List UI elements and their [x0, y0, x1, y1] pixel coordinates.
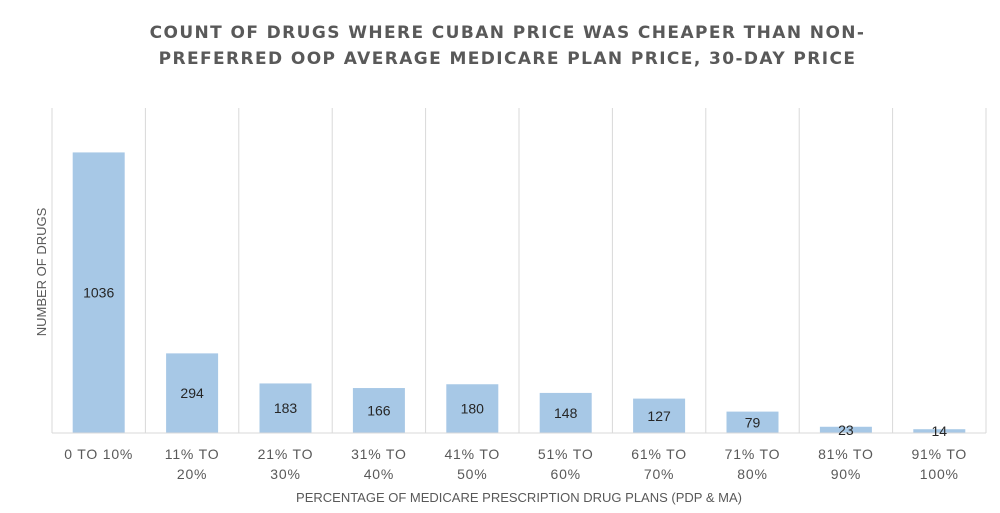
- x-tick-label-line: 100%: [920, 466, 959, 482]
- x-tick-label-line: 0 TO 10%: [64, 446, 133, 462]
- x-tick-label: 81% TO 90%: [818, 446, 874, 482]
- bar: [446, 384, 499, 433]
- x-tick-label: 0 TO 10%: [64, 446, 133, 462]
- x-tick-label-line: 71% TO: [725, 446, 781, 462]
- x-tick-label-line: 80%: [737, 466, 767, 482]
- x-tick-label-line: 61% TO: [631, 446, 687, 462]
- data-label: 294: [180, 385, 204, 401]
- x-tick-label-line: 21% TO: [258, 446, 314, 462]
- data-label: 166: [367, 403, 391, 419]
- data-labels: 1036 294 183 166 180 148 127 79 23 14: [83, 285, 947, 439]
- data-label: 127: [647, 408, 671, 424]
- data-label: 79: [745, 414, 761, 430]
- x-tick-label-line: 60%: [550, 466, 580, 482]
- gridlines: [51, 108, 987, 433]
- x-tick-label-line: 30%: [270, 466, 300, 482]
- x-tick-label-line: 81% TO: [818, 446, 874, 462]
- bar: [819, 426, 872, 433]
- data-label: 23: [838, 422, 854, 438]
- bar: [633, 398, 686, 433]
- data-label: 14: [932, 423, 948, 439]
- x-tick-label-line: 91% TO: [911, 446, 967, 462]
- bar: [913, 429, 966, 433]
- x-tick-label-line: 90%: [831, 466, 861, 482]
- bar: [726, 411, 779, 433]
- x-tick-label-line: 20%: [177, 466, 207, 482]
- bar: [259, 383, 312, 433]
- data-label: 1036: [83, 285, 114, 301]
- bar: [166, 353, 219, 433]
- x-tick-label-line: 31% TO: [351, 446, 407, 462]
- x-tick-label: 11% TO 20%: [165, 446, 220, 482]
- x-tick-label-line: 41% TO: [444, 446, 500, 462]
- x-tick-label-line: 51% TO: [538, 446, 594, 462]
- x-tick-label-line: 11% TO: [165, 446, 220, 462]
- x-tick-label: 41% TO 50%: [444, 446, 500, 482]
- x-tick-label-line: 70%: [644, 466, 674, 482]
- x-tick-label: 71% TO 80%: [725, 446, 781, 482]
- data-label: 148: [554, 405, 578, 421]
- bar: [539, 392, 592, 433]
- chart-title: COUNT OF DRUGS WHERE CUBAN PRICE WAS CHE…: [149, 23, 866, 69]
- x-tick-label: 91% TO 100%: [911, 446, 967, 482]
- data-label: 183: [274, 400, 298, 416]
- x-tick-label-line: 50%: [457, 466, 487, 482]
- x-tick-labels: 0 TO 10% 11% TO 20% 21% TO 30% 31% TO 40% 41% T…: [64, 446, 967, 482]
- y-axis-label: NUMBER OF DRUGS: [34, 207, 49, 336]
- bar: [72, 152, 125, 433]
- x-tick-label: 21% TO 30%: [258, 446, 314, 482]
- bar: [352, 388, 405, 433]
- x-tick-label: 31% TO 40%: [351, 446, 407, 482]
- x-tick-label-line: 40%: [364, 466, 394, 482]
- bars: [72, 152, 966, 433]
- data-label: 180: [461, 401, 485, 417]
- x-axis-label: PERCENTAGE OF MEDICARE PRESCRIPTION DRUG…: [296, 490, 742, 505]
- x-tick-label: 51% TO 60%: [538, 446, 594, 482]
- x-tick-label: 61% TO 70%: [631, 446, 687, 482]
